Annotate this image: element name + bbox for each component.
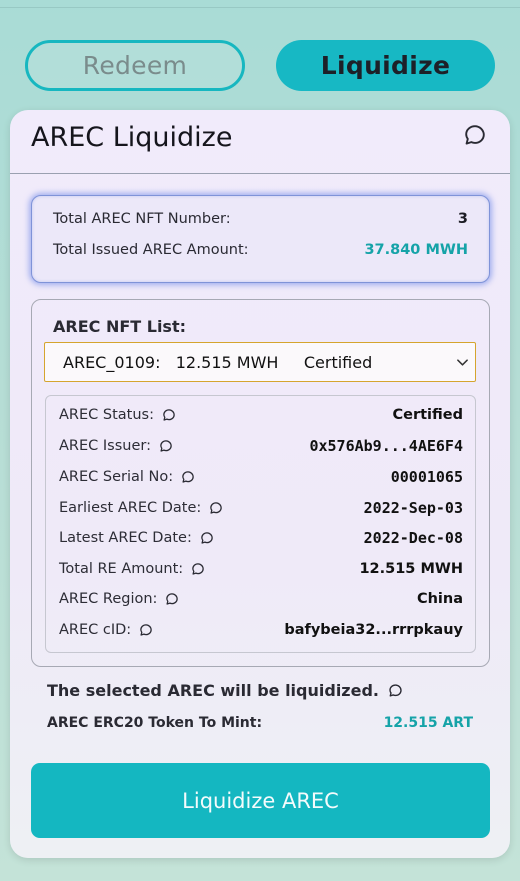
chat-bubble-icon[interactable] <box>162 408 176 422</box>
tab-liquidize[interactable]: Liquidize <box>276 40 495 91</box>
chat-bubble-icon[interactable] <box>200 531 214 545</box>
detail-row-latest-date: Latest AREC Date: 2022-Dec-08 <box>59 526 463 550</box>
detail-label: AREC Issuer: <box>59 438 151 454</box>
nft-list-box: AREC NFT List: AREC_0109: 12.515 MWH Cer… <box>31 299 490 667</box>
detail-value: 12.515 MWH <box>359 561 463 577</box>
liquidize-note: The selected AREC will be liquidized. <box>47 681 403 700</box>
detail-row-total-re: Total RE Amount: 12.515 MWH <box>59 557 463 581</box>
issued-amount-row: Total Issued AREC Amount: 37.840 MWH <box>53 242 468 258</box>
detail-label: Earliest AREC Date: <box>59 500 202 516</box>
summary-box: Total AREC NFT Number: 3 Total Issued AR… <box>31 195 490 283</box>
detail-row-earliest-date: Earliest AREC Date: 2022-Sep-03 <box>59 496 463 520</box>
detail-value: China <box>416 591 463 607</box>
nft-number-label: Total AREC NFT Number: <box>53 211 231 227</box>
nft-list-label: AREC NFT List: <box>53 317 186 336</box>
mint-label: AREC ERC20 Token To Mint: <box>47 715 263 731</box>
detail-label: AREC Region: <box>59 591 158 607</box>
detail-row-issuer: AREC Issuer: 0x576Ab9...4AE6F4 <box>59 434 463 458</box>
detail-row-status: AREC Status: Certified <box>59 403 463 427</box>
mint-row: AREC ERC20 Token To Mint: 12.515 ART <box>47 715 473 731</box>
note-text: The selected AREC will be liquidized. <box>47 681 379 700</box>
nft-select-value: AREC_0109: 12.515 MWH Certified <box>63 352 373 372</box>
chat-bubble-icon[interactable] <box>139 623 153 637</box>
detail-label: AREC cID: <box>59 622 132 638</box>
detail-value: Certified <box>392 407 464 423</box>
detail-value: 2022-Dec-08 <box>363 529 463 547</box>
chat-bubble-icon[interactable] <box>388 683 403 698</box>
nft-select[interactable]: AREC_0109: 12.515 MWH Certified <box>44 342 476 382</box>
detail-label: AREC Serial No: <box>59 469 174 485</box>
detail-value: bafybeia32...rrrpkauy <box>284 622 463 638</box>
card-title: AREC Liquidize <box>31 122 233 153</box>
chevron-down-icon <box>457 359 468 366</box>
liquidize-arec-button[interactable]: Liquidize AREC <box>31 763 490 838</box>
top-divider <box>0 7 520 8</box>
chat-bubble-icon[interactable] <box>209 501 223 515</box>
detail-row-cid: AREC cID: bafybeia32...rrrpkauy <box>59 618 463 642</box>
detail-value: 0x576Ab9...4AE6F4 <box>309 437 463 455</box>
chat-bubble-icon[interactable] <box>159 439 173 453</box>
chat-bubble-icon[interactable] <box>463 123 487 147</box>
detail-label: Latest AREC Date: <box>59 530 192 546</box>
chat-bubble-icon[interactable] <box>165 592 179 606</box>
detail-label: AREC Status: <box>59 407 154 423</box>
arec-details: AREC Status: Certified AREC Issuer: 0x57… <box>45 395 476 653</box>
detail-label: Total RE Amount: <box>59 561 184 577</box>
nft-number-value: 3 <box>457 211 468 227</box>
detail-value: 2022-Sep-03 <box>363 499 463 517</box>
detail-row-serial: AREC Serial No: 00001065 <box>59 465 463 489</box>
chat-bubble-icon[interactable] <box>191 562 205 576</box>
detail-value: 00001065 <box>390 468 463 486</box>
issued-amount-label: Total Issued AREC Amount: <box>53 242 249 258</box>
tab-redeem[interactable]: Redeem <box>25 40 245 91</box>
issued-amount-value: 37.840 MWH <box>364 242 468 258</box>
nft-number-row: Total AREC NFT Number: 3 <box>53 211 468 227</box>
card-divider <box>10 173 510 174</box>
mint-value: 12.515 ART <box>383 715 473 731</box>
chat-bubble-icon[interactable] <box>181 470 195 484</box>
detail-row-region: AREC Region: China <box>59 587 463 611</box>
liquidize-card: AREC Liquidize Total AREC NFT Number: 3 … <box>10 110 510 858</box>
